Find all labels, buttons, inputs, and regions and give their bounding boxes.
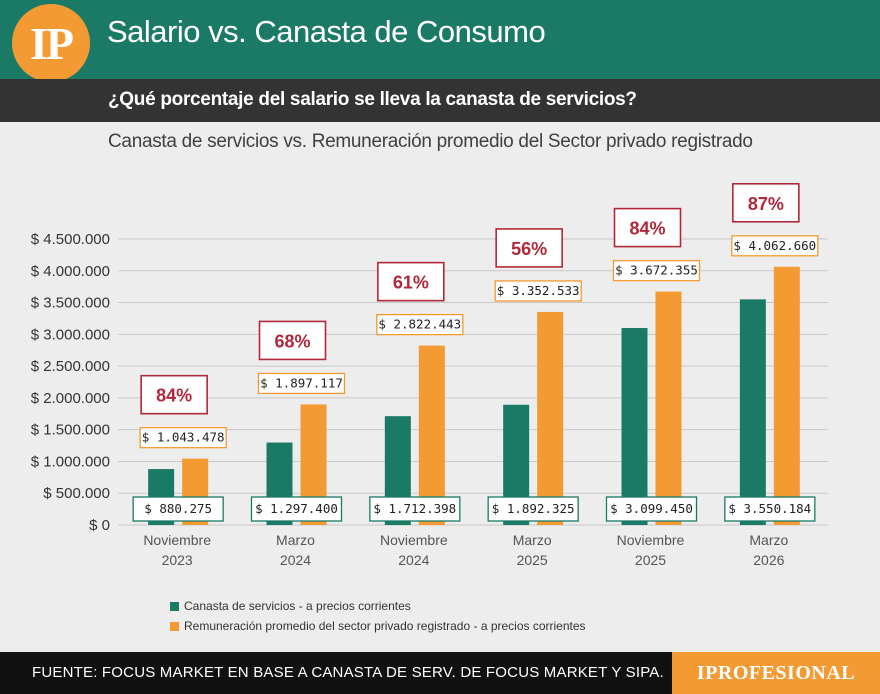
- percentage-box: [258, 320, 327, 361]
- page-subtitle: ¿Qué porcentaje del salario se lleva la …: [108, 89, 637, 110]
- value-label-canasta: $ 1.297.400: [255, 501, 338, 516]
- value-label-remuneracion: $ 1.897.117: [260, 375, 343, 390]
- value-label-box-remuneracion: [612, 259, 701, 282]
- value-label-box-canasta: [724, 496, 816, 522]
- page-title: Salario vs. Canasta de Consumo: [107, 14, 546, 49]
- legend-item-canasta: Canasta de servicios - a precios corrien…: [170, 596, 586, 616]
- value-label-box-remuneracion: [139, 427, 227, 449]
- bar-canasta: [739, 299, 766, 525]
- y-tick-label: $ 2.500.000: [31, 358, 110, 375]
- header-bar: [0, 0, 880, 79]
- value-label-box-remuneracion: [494, 280, 582, 302]
- x-tick-label-year: 2025: [517, 552, 548, 568]
- percentage-label: 61%: [393, 273, 429, 293]
- y-tick-label: $ 1.500.000: [31, 422, 110, 439]
- percentage-box: [613, 207, 682, 248]
- x-tick-label-month: Marzo: [749, 532, 788, 548]
- value-label-box-canasta: [369, 496, 461, 522]
- x-tick-label-year: 2023: [162, 552, 193, 568]
- y-tick-label: $ 3.500.000: [31, 295, 110, 312]
- percentage-box: [377, 261, 445, 302]
- value-label-remuneracion: $ 3.672.355: [615, 263, 698, 278]
- chart-title: Canasta de servicios vs. Remuneración pr…: [108, 131, 753, 152]
- bar-remuneracion: [537, 311, 564, 525]
- x-tick-label-year: 2024: [280, 552, 311, 568]
- value-label-box-canasta: [132, 496, 224, 522]
- value-label-canasta: $ 1.712.398: [373, 501, 456, 516]
- footer-source: FUENTE: FOCUS MARKET EN BASE A CANASTA D…: [32, 664, 664, 681]
- subtitle-bar: [0, 79, 880, 122]
- percentage-label: 56%: [511, 239, 547, 259]
- percentage-box: [495, 228, 563, 268]
- value-label-box-remuneracion: [257, 372, 346, 395]
- bar-remuneracion: [773, 266, 800, 525]
- value-label-box-canasta: [605, 496, 698, 522]
- footer-brand-logo: IPROFESIONAL: [672, 652, 880, 694]
- percentage-label: 84%: [156, 386, 192, 406]
- value-label-box-canasta: [487, 496, 579, 522]
- legend-item-remuneracion: Remuneración promedio del sector privado…: [170, 616, 586, 636]
- legend-swatch-canasta: [170, 601, 179, 611]
- y-tick-label: $ 4.500.000: [31, 231, 110, 248]
- value-label-box-remuneracion: [376, 313, 464, 336]
- legend-label-remuneracion: Remuneración promedio del sector privado…: [184, 619, 586, 633]
- value-label-canasta: $ 880.275: [144, 501, 212, 516]
- value-label-remuneracion: $ 4.062.660: [733, 238, 816, 253]
- value-label-box-canasta: [250, 496, 343, 522]
- bar-canasta: [621, 328, 648, 525]
- value-label-canasta: $ 3.550.184: [728, 501, 811, 516]
- bar-remuneracion: [655, 291, 682, 525]
- value-label-remuneracion: $ 1.043.478: [142, 430, 225, 445]
- iprofesional-logo: IP: [12, 4, 90, 82]
- y-tick-label: $ 0: [89, 517, 110, 534]
- x-tick-label-month: Noviembre: [617, 532, 685, 548]
- percentage-box: [140, 374, 208, 415]
- y-tick-label: $ 4.000.000: [31, 263, 110, 280]
- y-tick-label: $ 2.000.000: [31, 390, 110, 407]
- x-tick-label-month: Marzo: [513, 532, 552, 548]
- y-tick-label: $ 500.000: [43, 485, 110, 502]
- y-tick-label: $ 3.000.000: [31, 326, 110, 343]
- bar-remuneracion: [418, 345, 445, 525]
- value-label-remuneracion: $ 3.352.533: [497, 283, 580, 298]
- x-tick-label-year: 2025: [635, 552, 666, 568]
- percentage-label: 84%: [629, 219, 665, 239]
- value-label-canasta: $ 3.099.450: [610, 501, 693, 516]
- y-tick-label: $ 1.000.000: [31, 453, 110, 470]
- x-tick-label-year: 2024: [398, 552, 429, 568]
- percentage-label: 68%: [274, 331, 310, 351]
- legend-label-canasta: Canasta de servicios - a precios corrien…: [184, 599, 411, 613]
- legend-swatch-remuneracion: [170, 621, 179, 631]
- percentage-label: 87%: [748, 194, 784, 214]
- x-tick-label-year: 2026: [753, 552, 784, 568]
- value-label-remuneracion: $ 2.822.443: [378, 317, 461, 332]
- value-label-canasta: $ 1.892.325: [492, 501, 575, 516]
- chart-legend: Canasta de servicios - a precios corrien…: [170, 596, 586, 636]
- value-label-box-remuneracion: [731, 235, 819, 257]
- x-tick-label-month: Noviembre: [380, 532, 448, 548]
- bar-chart: $ 0 $ 500.000 $ 1.000.000 $ 1.500.000 $ 2.00…: [31, 182, 828, 568]
- percentage-box: [732, 182, 800, 223]
- x-tick-label-month: Marzo: [276, 532, 315, 548]
- x-tick-label-month: Noviembre: [143, 532, 211, 548]
